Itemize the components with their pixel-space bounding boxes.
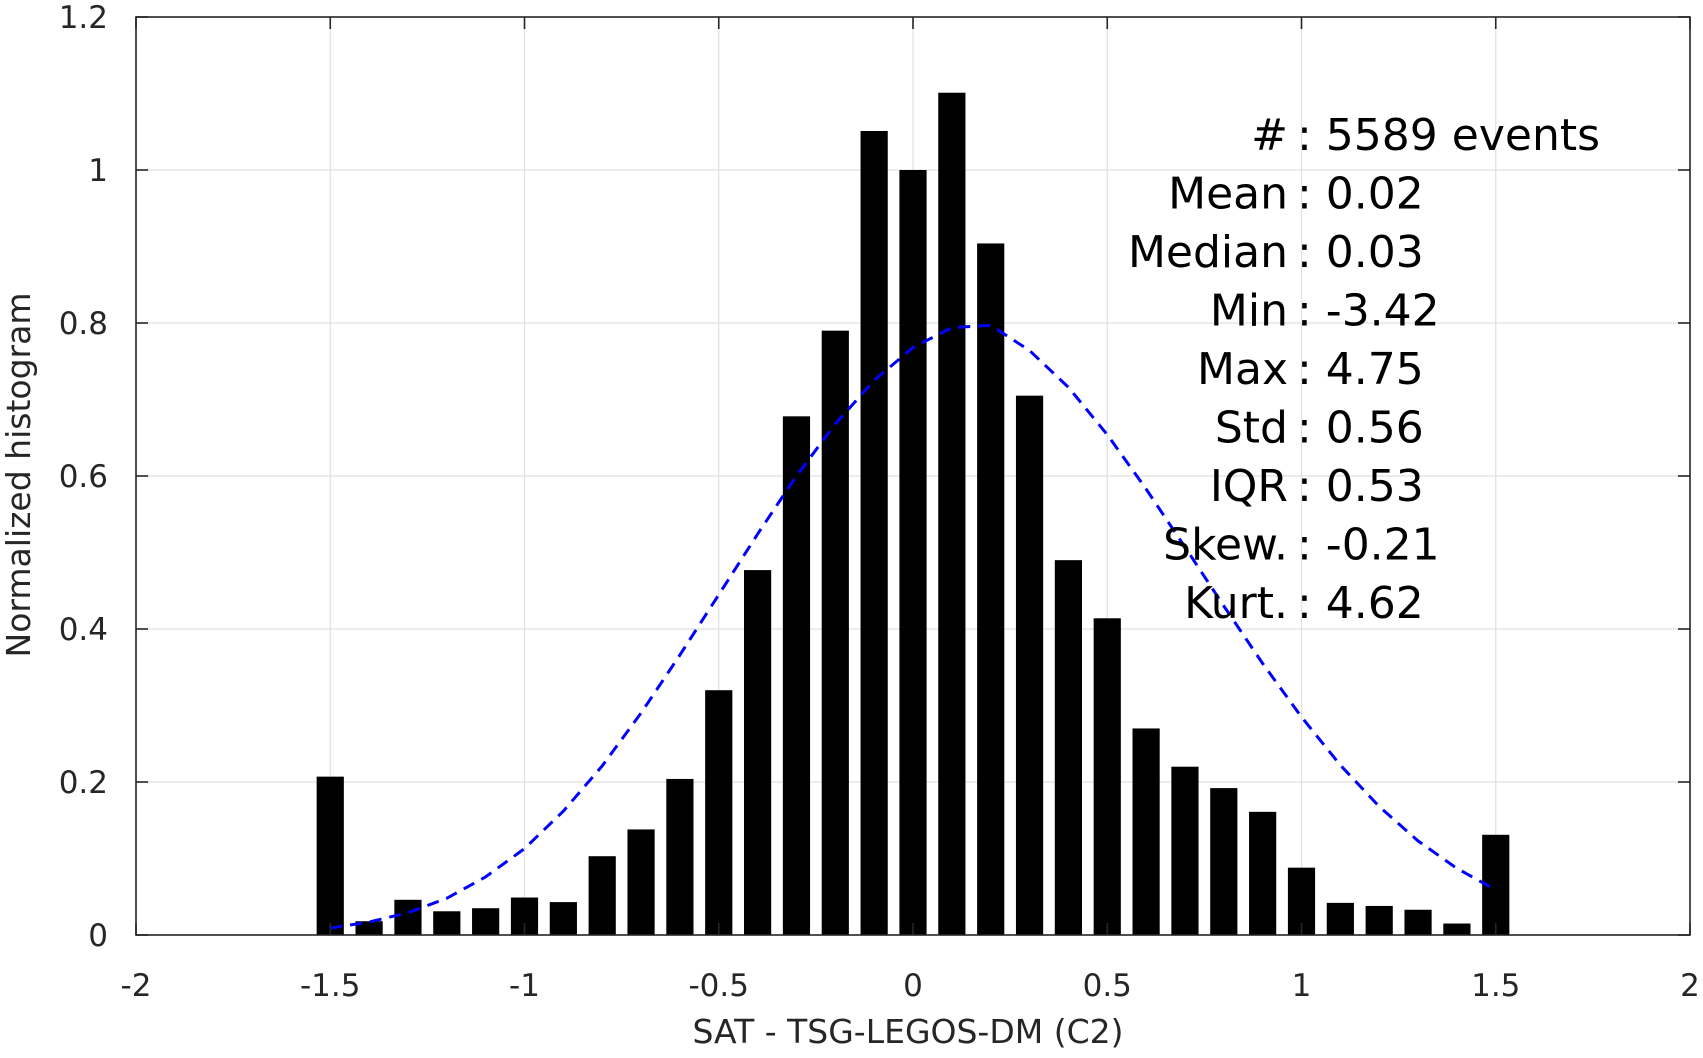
stats-row: Skew.: -0.21	[1163, 520, 1440, 571]
stats-label: Median	[1128, 227, 1288, 278]
histogram-bar	[1365, 905, 1393, 935]
stats-label: #	[1251, 110, 1288, 161]
histogram-bar	[1054, 560, 1082, 935]
gaussian-fit-line	[330, 323, 1497, 930]
histogram-bar	[1443, 923, 1471, 935]
stats-label: Skew.	[1163, 520, 1288, 571]
stats-label: Min	[1210, 286, 1288, 337]
x-tick-label: -0.5	[689, 968, 750, 1004]
x-tick-label: 0	[903, 968, 923, 1004]
stats-value: : 0.56	[1297, 403, 1424, 454]
y-tick-label: 0.6	[59, 459, 108, 495]
histogram-bar	[549, 902, 577, 935]
y-tick-label: 0.8	[59, 306, 108, 342]
stats-row: IQR: 0.53	[1210, 461, 1424, 512]
histogram-bar	[394, 899, 422, 935]
histogram-bar	[1132, 728, 1160, 935]
histogram-bar	[666, 778, 694, 935]
histogram-bar	[588, 856, 616, 935]
stats-row: Mean: 0.02	[1168, 169, 1424, 220]
histogram-bar	[472, 908, 500, 935]
x-tick-label: -1.5	[300, 968, 361, 1004]
stats-label: IQR	[1210, 461, 1288, 512]
stats-row: #: 5589 events	[1251, 110, 1600, 161]
histogram-bar	[1015, 395, 1044, 935]
stats-row: Min: -3.42	[1210, 286, 1440, 337]
y-tick-label: 1	[88, 153, 108, 189]
histogram-bar	[860, 130, 888, 936]
stats-value: : 5589 events	[1297, 110, 1600, 161]
x-axis-label: SAT - TSG-LEGOS-DM (C2)	[693, 1012, 1124, 1051]
x-tick-label: 2	[1680, 968, 1700, 1004]
histogram-bar	[782, 416, 811, 936]
histogram-bar	[1210, 788, 1238, 935]
y-axis-label: Normalized histogram	[0, 293, 38, 658]
x-tick-label: 1.5	[1471, 968, 1520, 1004]
histogram-bar	[316, 776, 344, 935]
stats-row: Std: 0.56	[1215, 403, 1424, 454]
stats-row: Kurt.: 4.62	[1184, 578, 1424, 629]
stats-value: : 0.53	[1297, 461, 1424, 512]
stats-value: : 4.75	[1297, 344, 1424, 395]
x-tick-label: -2	[121, 968, 152, 1004]
bars	[316, 92, 1510, 936]
stats-row: Median: 0.03	[1128, 227, 1424, 278]
histogram-bar	[899, 170, 927, 935]
fit-curve	[330, 323, 1497, 930]
stats-label: Max	[1197, 344, 1288, 395]
stats-row: Max: 4.75	[1197, 344, 1424, 395]
stats-label: Std	[1215, 403, 1288, 454]
histogram-bar	[627, 829, 655, 935]
y-tick-label: 0.4	[59, 612, 108, 648]
histogram-bar	[1404, 909, 1432, 935]
histogram-bar	[938, 92, 966, 936]
y-tick-label: 0.2	[59, 765, 108, 801]
x-tick-label: 0.5	[1083, 968, 1132, 1004]
histogram-bar	[1249, 811, 1277, 935]
stats-label: Kurt.	[1184, 578, 1288, 629]
histogram-bar	[1093, 618, 1121, 935]
stats-value: : 0.02	[1297, 169, 1424, 220]
histogram-bar	[977, 243, 1005, 935]
x-tick-label: -1	[509, 968, 540, 1004]
stats-value: : -0.21	[1297, 520, 1440, 571]
stats-value: : 4.62	[1297, 578, 1424, 629]
histogram-bar	[1326, 902, 1354, 935]
stats-label: Mean	[1168, 169, 1288, 220]
histogram-bar	[355, 921, 383, 935]
histogram-bar	[1171, 766, 1199, 935]
histogram-bar	[821, 330, 849, 935]
stats-value: : -3.42	[1297, 286, 1440, 337]
y-tick-label: 0	[88, 918, 108, 954]
histogram-bar	[705, 690, 733, 935]
x-tick-label: 1	[1292, 968, 1312, 1004]
y-tick-label: 1.2	[59, 0, 108, 36]
histogram-bar	[744, 570, 772, 935]
histogram-bar	[433, 911, 461, 935]
stats-value: : 0.03	[1297, 227, 1424, 278]
ticks: -2 -1.5 -1 -0.5 0 0.5 1 1.5 2 0 0.2 0.4 0.6 0.8 1 1.2	[59, 0, 1700, 1004]
